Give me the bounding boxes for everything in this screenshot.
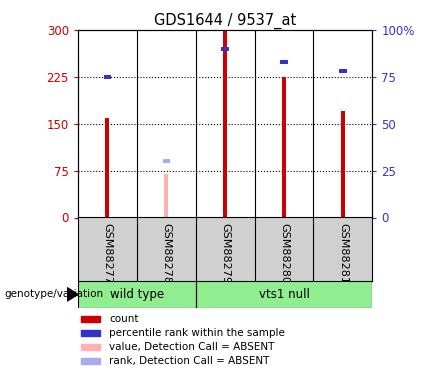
Bar: [81, 330, 100, 336]
Bar: [221, 47, 229, 51]
Text: rank, Detection Call = ABSENT: rank, Detection Call = ABSENT: [109, 356, 269, 366]
Text: GSM88280: GSM88280: [279, 223, 289, 284]
Bar: [162, 159, 170, 163]
Bar: [282, 77, 286, 218]
Bar: [339, 69, 347, 73]
Bar: [81, 344, 100, 350]
Bar: [341, 111, 345, 218]
Bar: [81, 316, 100, 322]
Text: GSM88281: GSM88281: [338, 223, 348, 284]
Text: GSM88278: GSM88278: [161, 223, 171, 284]
Text: value, Detection Call = ABSENT: value, Detection Call = ABSENT: [109, 342, 275, 352]
Text: wild type: wild type: [110, 288, 164, 301]
Bar: [81, 358, 100, 364]
Bar: [196, 281, 372, 308]
Bar: [78, 281, 196, 308]
Title: GDS1644 / 9537_at: GDS1644 / 9537_at: [154, 12, 296, 28]
Bar: [164, 174, 168, 217]
Text: percentile rank within the sample: percentile rank within the sample: [109, 328, 285, 338]
Text: GSM88277: GSM88277: [102, 223, 113, 284]
Bar: [103, 75, 111, 79]
Bar: [223, 30, 227, 217]
Text: genotype/variation: genotype/variation: [4, 290, 103, 299]
Text: vts1 null: vts1 null: [259, 288, 310, 301]
Bar: [280, 60, 288, 64]
Text: GSM88279: GSM88279: [220, 223, 230, 284]
Text: count: count: [109, 314, 139, 324]
Polygon shape: [67, 288, 78, 301]
Bar: [105, 117, 110, 218]
